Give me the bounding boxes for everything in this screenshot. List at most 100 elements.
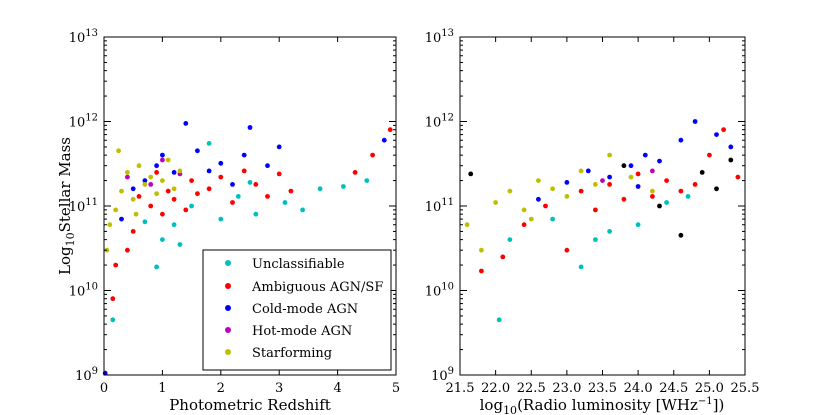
left-point-ambiguous-agn-sf-13 [206, 186, 212, 192]
right-x-tick-label-4: 23.5 [588, 381, 617, 396]
left-x-tick-label-1: 1 [158, 381, 166, 396]
left-point-ambiguous-agn-sf-10 [183, 207, 189, 213]
right-point-ambiguous-agn-sf-3 [543, 203, 548, 209]
right-x-ticks: 21.5 22.0 22.5 23.0 23.5 24.0 24.5 25.0 25.5 [446, 37, 760, 396]
right-point-unlabeled-5 [714, 186, 719, 192]
left-point-unclassifiable-3 [189, 203, 195, 209]
left-point-ambiguous-agn-sf-9 [171, 196, 177, 202]
left-point-unclassifiable-12 [142, 219, 148, 225]
left-point-ambiguous-agn-sf-7 [160, 211, 165, 217]
right-point-ambiguous-agn-sf-5 [578, 188, 584, 194]
left-y-ticks: 109 1010 1011 1012 1013 [69, 28, 396, 384]
right-y-ticks: 109 1010 1011 1012 1013 [425, 28, 745, 384]
right-point-cold-mode-agn-9 [714, 132, 719, 138]
left-point-starforming-8 [148, 174, 154, 180]
left-point-cold-mode-agn-1 [119, 216, 124, 222]
left-point-starforming-10 [160, 178, 165, 184]
left-panel: 0 1 2 3 4 5 109 1010 1011 1012 1013 Photometric R… [56, 28, 400, 414]
left-point-unclassifiable-15 [218, 216, 224, 222]
left-point-ambiguous-agn-sf-19 [276, 171, 282, 177]
left-point-ambiguous-agn-sf-0 [110, 296, 116, 302]
left-point-unclassifiable-2 [171, 222, 177, 228]
right-point-starforming-2 [493, 200, 498, 205]
left-y-tick-label-1: 1010 [69, 282, 98, 300]
right-point-cold-mode-agn-2 [585, 168, 591, 174]
left-point-unclassifiable-16 [247, 180, 253, 185]
left-point-cold-mode-agn-9 [206, 168, 212, 174]
left-point-unclassifiable-10 [341, 184, 346, 189]
left-point-unclassifiable-6 [253, 211, 259, 217]
right-point-unlabeled-1 [621, 163, 627, 169]
right-point-ambiguous-agn-sf-1 [500, 254, 506, 260]
right-point-starforming-10 [607, 152, 612, 158]
left-y-label-main: Stellar Mass [56, 137, 74, 232]
left-point-unclassifiable-0 [110, 317, 116, 323]
right-point-ambiguous-agn-sf-8 [621, 196, 627, 202]
right-point-starforming-9 [593, 182, 598, 187]
right-y-tick-label-3: 1012 [425, 113, 454, 131]
right-x-tick-label-3: 23.0 [552, 381, 581, 396]
left-point-unclassifiable-13 [160, 237, 165, 243]
left-point-cold-mode-agn-13 [247, 125, 253, 130]
right-point-cold-mode-agn-11 [635, 184, 641, 189]
left-point-ambiguous-agn-sf-21 [352, 170, 358, 175]
left-point-ambiguous-agn-sf-1 [113, 262, 119, 268]
right-point-hot-mode-agn-1 [650, 168, 655, 174]
right-point-cold-mode-agn-8 [692, 119, 698, 124]
left-point-ambiguous-agn-sf-8 [165, 188, 171, 194]
left-point-cold-mode-agn-3 [142, 178, 148, 184]
left-y-tick-label-2: 1011 [69, 197, 98, 215]
right-point-unclassifiable-8 [593, 237, 598, 243]
right-point-ambiguous-agn-sf-9 [635, 171, 641, 177]
right-point-ambiguous-agn-sf-12 [678, 188, 684, 194]
right-points [464, 119, 741, 323]
left-point-unclassifiable-4 [206, 141, 212, 146]
left-point-ambiguous-agn-sf-3 [130, 229, 136, 234]
left-x-tick-label-3: 3 [275, 381, 283, 396]
right-point-unclassifiable-3 [607, 229, 612, 234]
right-x-tick-label-1: 22.0 [481, 381, 510, 396]
left-point-ambiguous-agn-sf-22 [370, 152, 375, 158]
left-point-hot-mode-agn-0 [125, 174, 130, 180]
right-point-unclassifiable-5 [664, 200, 669, 205]
right-point-cold-mode-agn-3 [607, 174, 612, 180]
left-point-unclassifiable-8 [300, 207, 305, 213]
right-point-ambiguous-agn-sf-0 [479, 268, 484, 274]
right-y-tick-label-2: 1011 [425, 197, 454, 215]
right-x-tick-label-8: 25.5 [731, 381, 760, 396]
right-x-axis-label: log10(Radio luminosity [WHz−1]) [480, 396, 725, 415]
left-point-starforming-14 [116, 148, 121, 154]
right-point-starforming-5 [536, 178, 541, 184]
left-point-ambiguous-agn-sf-20 [288, 188, 294, 194]
right-point-unclassifiable-2 [578, 264, 584, 270]
left-x-tick-label-5: 5 [392, 381, 400, 396]
right-point-starforming-6 [550, 186, 555, 192]
left-point-ambiguous-agn-sf-12 [195, 191, 200, 197]
right-x-label-main: (Radio luminosity [WHz [517, 396, 698, 414]
right-point-ambiguous-agn-sf-10 [650, 194, 655, 199]
right-x-label-superscript: −1 [698, 396, 713, 407]
right-x-tick-label-0: 21.5 [446, 381, 475, 396]
left-point-cold-mode-agn-14 [265, 163, 270, 169]
right-point-cold-mode-agn-7 [678, 137, 684, 143]
right-x-label-prefix: log [480, 396, 504, 414]
left-point-starforming-6 [136, 163, 142, 169]
left-point-cold-mode-agn-8 [195, 148, 200, 154]
right-point-starforming-3 [507, 188, 513, 194]
right-point-cold-mode-agn-1 [564, 180, 570, 185]
left-point-starforming-2 [113, 207, 119, 213]
right-point-unclassifiable-4 [635, 222, 641, 228]
left-points [102, 121, 393, 376]
right-point-cold-mode-agn-6 [657, 158, 662, 164]
left-point-starforming-5 [130, 196, 136, 202]
right-point-ambiguous-agn-sf-15 [721, 127, 726, 133]
right-point-starforming-0 [464, 222, 470, 228]
right-panel: 21.5 22.0 22.5 23.0 23.5 24.0 24.5 25.0 25.5 109… [425, 28, 760, 415]
left-y-tick-label-0: 109 [75, 366, 98, 384]
right-point-unlabeled-2 [657, 203, 662, 209]
left-y-label-subscript: 10 [64, 232, 77, 246]
left-point-cold-mode-agn-5 [160, 152, 165, 158]
right-point-ambiguous-agn-sf-14 [707, 152, 712, 158]
left-point-starforming-12 [171, 186, 177, 192]
